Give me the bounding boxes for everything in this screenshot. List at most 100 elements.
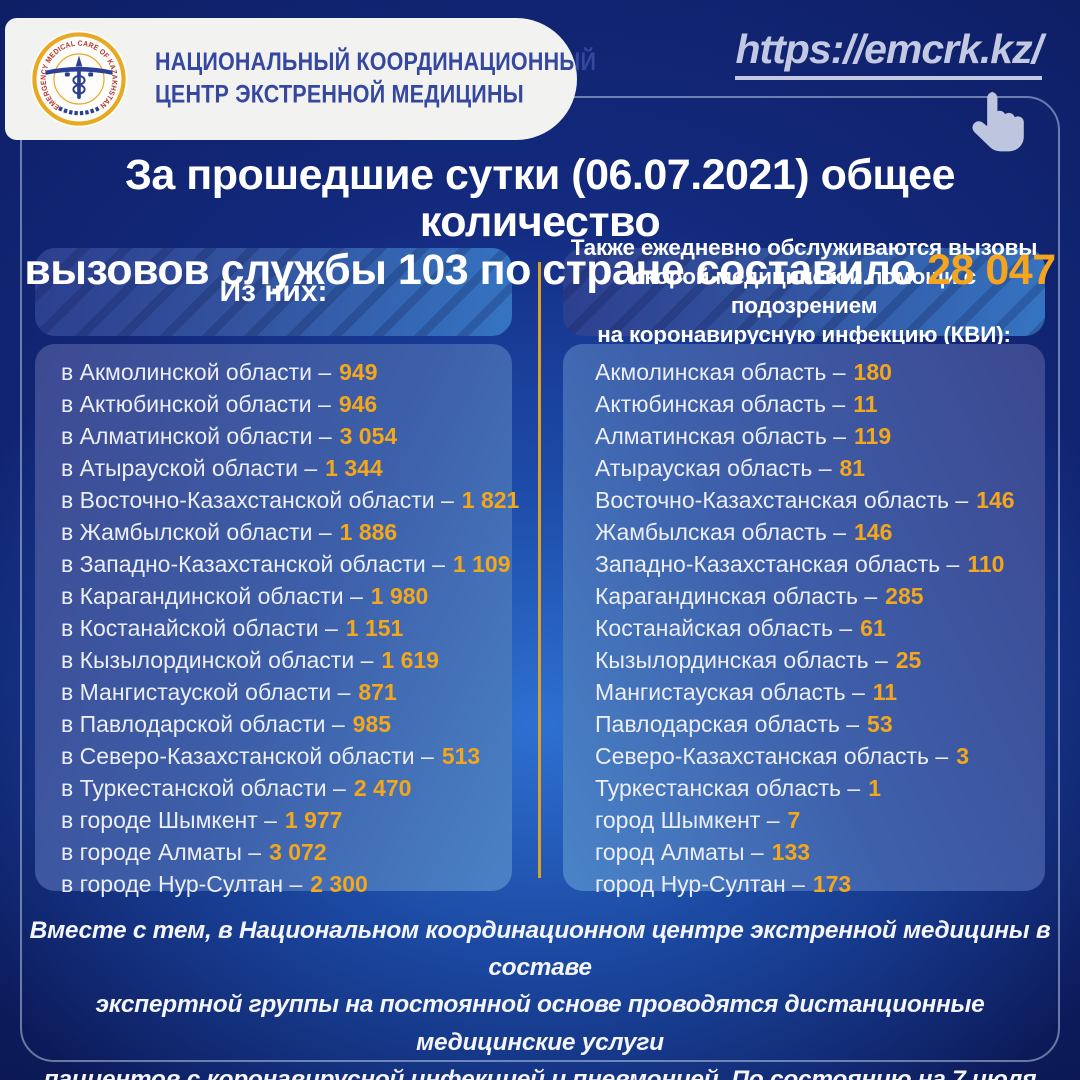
region-row: Мангистауская область – 11	[595, 676, 1045, 708]
caduceus-snake-icon	[72, 74, 86, 95]
region-label: в Акмолинской области –	[61, 359, 332, 385]
region-row: Акмолинская область – 180	[595, 356, 1045, 388]
region-value: 1 344	[325, 455, 383, 481]
region-value: 949	[339, 359, 378, 385]
region-value: 1 109	[452, 551, 511, 577]
region-value: 61	[860, 615, 886, 641]
region-label: в Кызылординской области –	[61, 647, 374, 673]
region-label: в Жамбылской области –	[61, 519, 332, 545]
region-label: Актюбинская область –	[595, 391, 846, 417]
region-row: в Туркестанской области – 2 470	[61, 772, 512, 804]
region-label: Алматинская область –	[595, 423, 846, 449]
region-value: 3 072	[269, 839, 327, 865]
region-value: 3 054	[339, 423, 398, 449]
left-region-panel: в Акмолинской области – 949 в Актюбинской…	[35, 344, 519, 897]
region-row: Павлодарская область – 53	[595, 708, 1045, 740]
region-row: Алматинская область – 119	[595, 420, 1045, 452]
region-value: 985	[352, 711, 392, 737]
region-row: в городе Алматы – 3 072	[61, 836, 512, 868]
region-row: Восточно-Казахстанская область – 146	[595, 484, 1045, 516]
region-label: в Атырауской области –	[61, 455, 318, 481]
region-label: в Алматинской области –	[61, 423, 332, 449]
region-label: в городе Нур-Султан –	[61, 871, 303, 897]
region-value: 946	[338, 391, 378, 417]
region-value: 146	[976, 487, 1015, 513]
region-value: 1 886	[339, 519, 398, 545]
region-row: в городе Нур-Султан – 2 300	[61, 868, 512, 900]
region-label: Жамбылская область –	[595, 519, 847, 545]
website-link[interactable]: https://emcrk.kz/	[735, 26, 1043, 80]
region-row: в Мангистауской области – 871	[61, 676, 512, 708]
region-value: 25	[895, 647, 922, 673]
region-label: в Туркестанской области –	[61, 775, 346, 801]
region-row: в Алматинской области – 3 054	[61, 420, 512, 452]
region-value: 1 977	[284, 807, 343, 833]
region-value: 7	[787, 807, 801, 833]
region-label: Западно-Казахстанская область –	[595, 551, 960, 577]
region-label: в Актюбинской области –	[61, 391, 331, 417]
region-value: 110	[967, 551, 1005, 577]
main-title-line2: вызовов службы 103 по стране составило 2…	[24, 245, 1056, 294]
region-label: город Алматы –	[595, 839, 764, 865]
region-value: 3	[956, 743, 970, 769]
region-value: 11	[853, 391, 878, 417]
region-row: в Западно-Казахстанской области – 1 109	[61, 548, 512, 580]
region-row: Актюбинская область – 11	[595, 388, 1045, 420]
region-row: в Актюбинской области – 946	[61, 388, 512, 420]
region-row: Северо-Казахстанская область – 3	[595, 740, 1045, 772]
region-label: город Нур-Султан –	[595, 871, 805, 897]
region-value: 2 300	[310, 871, 368, 897]
region-row: Атырауская область – 81	[595, 452, 1045, 484]
hand-pointer-icon	[972, 91, 1024, 152]
region-value: 513	[441, 743, 481, 769]
region-row: Западно-Казахстанская область – 110	[595, 548, 1045, 580]
region-row: Кызылординская область – 25	[595, 644, 1045, 676]
region-label: Туркестанская область –	[595, 775, 861, 801]
region-value: 11	[872, 679, 898, 705]
footer-note: Вместе с тем, в Национальном координацио…	[25, 912, 1055, 1080]
org-name-line1: НАЦИОНАЛЬНЫЙ КООРДИНАЦИОННЫЙ	[155, 47, 597, 76]
left-column-header: Из них:	[35, 248, 512, 336]
region-value: 871	[358, 679, 397, 705]
region-row: город Алматы – 133	[595, 836, 1045, 868]
org-name: НАЦИОНАЛЬНЫЙ КООРДИНАЦИОННЫЙ ЦЕНТР ЭКСТР…	[155, 47, 596, 112]
region-label: в городе Шымкент –	[61, 807, 277, 833]
region-label: в Восточно-Казахстанской области –	[61, 487, 454, 513]
region-row: город Шымкент – 7	[595, 804, 1045, 836]
region-label: Кызылординская область –	[595, 647, 888, 673]
region-row: в Северо-Казахстанской области – 513	[61, 740, 512, 772]
region-label: Восточно-Казахстанская область –	[595, 487, 969, 513]
region-row: в Карагандинской области – 1 980	[61, 580, 512, 612]
region-value: 119	[854, 423, 892, 449]
region-row: в Жамбылской области – 1 886	[61, 516, 512, 548]
region-value: 1 821	[461, 487, 520, 513]
region-value: 285	[885, 583, 924, 609]
footer-line3: пациентов с коронавирусной инфекцией и п…	[43, 1065, 1037, 1080]
region-value: 81	[839, 455, 866, 481]
region-row: в Акмолинской области – 949	[61, 356, 512, 388]
footer-line2: экспертной группы на постоянной основе п…	[95, 991, 985, 1056]
region-label: в Северо-Казахстанской области –	[61, 743, 434, 769]
region-value: 53	[867, 711, 893, 737]
region-row: Карагандинская область – 285	[595, 580, 1045, 612]
region-row: в городе Шымкент – 1 977	[61, 804, 512, 836]
main-title: За прошедшие сутки (06.07.2021) общее ко…	[0, 151, 1080, 294]
region-row: в Костанайской области – 1 151	[61, 612, 512, 644]
total-calls-value: 28 047	[927, 245, 1056, 294]
region-label: в Карагандинской области –	[61, 583, 363, 609]
region-row: в Павлодарской области – 985	[61, 708, 512, 740]
region-value: 133	[771, 839, 811, 865]
region-label: в городе Алматы –	[61, 839, 262, 865]
region-label: в Мангистауской области –	[61, 679, 351, 705]
region-label: в Костанайской области –	[61, 615, 338, 641]
emergency-medical-care-logo-icon: EMERGENCY MEDICAL CARE OF KAZAKHSTAN	[30, 30, 128, 128]
region-row: Костанайская область – 61	[595, 612, 1045, 644]
region-label: Северо-Казахстанская область –	[595, 743, 949, 769]
region-row: Туркестанская область – 1	[595, 772, 1045, 804]
region-value: 2 470	[353, 775, 412, 801]
region-row: в Кызылординской области – 1 619	[61, 644, 512, 676]
region-label: в Западно-Казахстанской области –	[61, 551, 445, 577]
region-value: 1 619	[381, 647, 439, 673]
region-value: 173	[812, 871, 852, 897]
